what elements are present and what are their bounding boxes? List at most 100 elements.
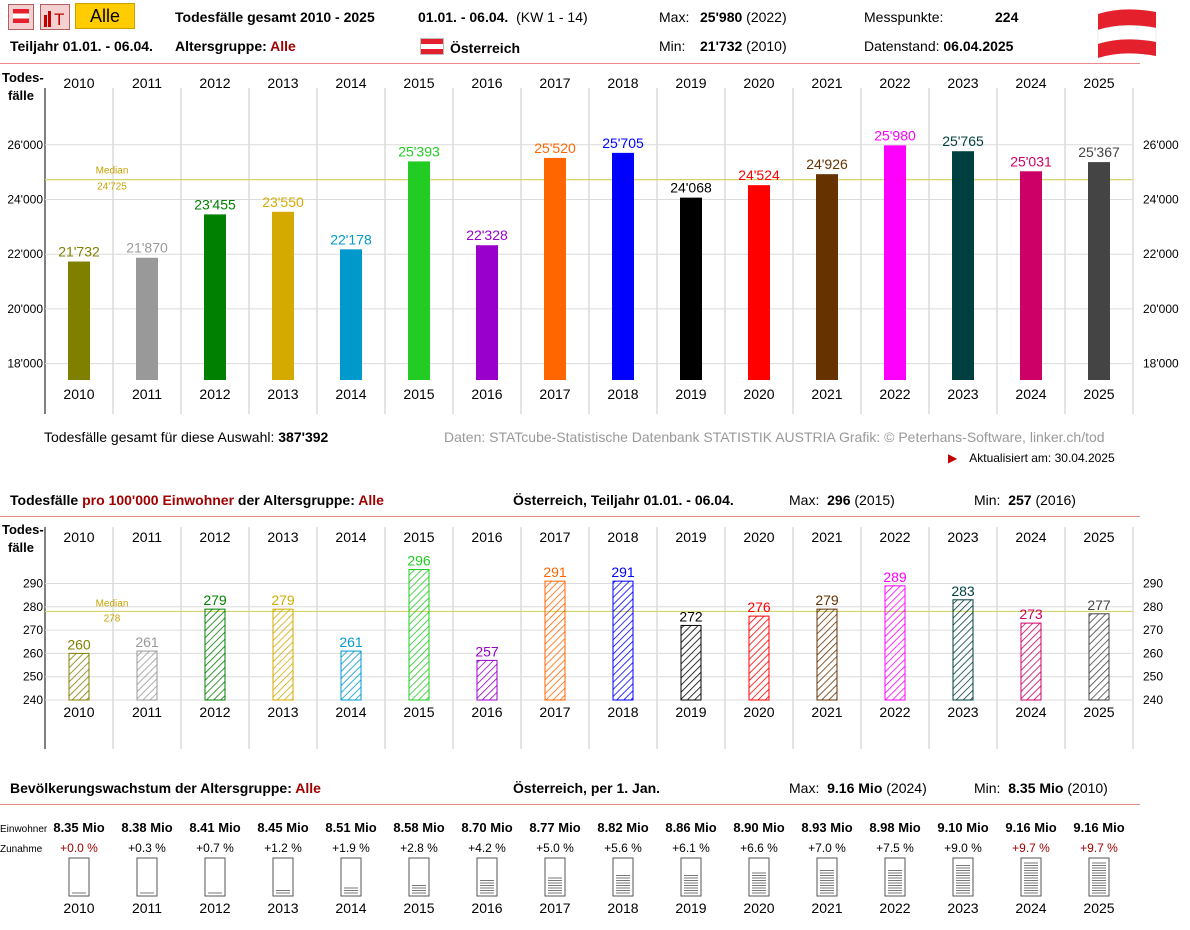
year-label: 2021	[811, 900, 842, 916]
bar-2020	[748, 185, 770, 380]
median-label: Median	[96, 166, 129, 177]
top-year-label: 2023	[947, 75, 978, 91]
growth-value: +9.7 %	[1080, 841, 1118, 855]
top-year-label: 2019	[675, 529, 706, 545]
calendar-weeks: (KW 1 - 14)	[516, 9, 588, 25]
austria-flag-button[interactable]	[8, 4, 34, 30]
growth-indicator	[136, 857, 158, 897]
bar-2025	[1088, 613, 1110, 701]
bar-value-label: 261	[135, 634, 159, 650]
growth-value: +0.0 %	[60, 841, 98, 855]
chart-deaths-per-100k: 240 240 250 250 260 260 270 270 280 280 290 290 2010…	[2, 522, 1163, 749]
top-year-label: 2016	[471, 75, 502, 91]
median-label: Median	[96, 598, 129, 609]
year-label: 2012	[199, 900, 230, 916]
y-tick-label: 250	[23, 670, 43, 684]
growth-value: +7.5 %	[876, 841, 914, 855]
bar-2017	[544, 157, 566, 380]
y-axis-title: fälle	[8, 88, 34, 103]
top-year-label: 2021	[811, 529, 842, 545]
bar-value-label: 21'732	[58, 244, 100, 260]
bar-2022	[884, 145, 906, 380]
y-tick-label: 270	[23, 623, 43, 637]
bar-value-label: 25'367	[1078, 144, 1120, 160]
chart-population-growth: Einwohner Zunahme 8.35 Mio +0.0 % 2010 8.38 M…	[0, 820, 1125, 916]
altersgruppe-label: Altersgruppe:	[175, 38, 267, 54]
bar-2019	[680, 197, 702, 380]
top-year-label: 2018	[607, 75, 638, 91]
bar-2015	[408, 569, 430, 701]
top-year-label: 2014	[335, 75, 366, 91]
datenstand-label: Datenstand:	[864, 38, 940, 54]
bar-value-label: 24'068	[670, 180, 712, 196]
bar-value-label: 261	[339, 634, 363, 650]
y-tick-label-right: 270	[1143, 623, 1163, 637]
year-label: 2025	[1083, 900, 1114, 916]
bar-value-label: 25'705	[602, 135, 644, 151]
bar-2010	[68, 261, 90, 380]
bottom-year-label: 2019	[675, 704, 706, 720]
top-year-label: 2010	[63, 529, 94, 545]
bar-value-label: 289	[883, 569, 907, 585]
chart3-title-b: Alle	[295, 780, 321, 796]
chart3-min-label: Min:	[974, 780, 1001, 796]
bottom-year-label: 2022	[879, 704, 910, 720]
min-label: Min:	[659, 38, 686, 54]
bar-value-label: 260	[67, 636, 91, 652]
y-tick-label-right: 18'000	[1143, 357, 1179, 371]
year-label: 2017	[539, 900, 570, 916]
bottom-year-label: 2018	[607, 704, 638, 720]
bar-2024	[1020, 622, 1042, 701]
date-range-value: 01.01. - 06.04.	[418, 9, 509, 25]
max-value: 25'980	[700, 9, 743, 25]
y-tick-label-right: 260	[1143, 646, 1163, 660]
bottom-year-label: 2022	[879, 386, 910, 402]
population-value: 8.82 Mio	[597, 820, 648, 835]
country: Österreich	[420, 38, 520, 56]
top-year-label: 2024	[1015, 75, 1046, 91]
age-group-button[interactable]: Alle	[75, 3, 135, 29]
bar-2011	[136, 650, 158, 701]
bar-2012	[204, 214, 226, 380]
year-label: 2014	[335, 900, 366, 916]
y-tick-label-right: 280	[1143, 600, 1163, 614]
chart2-max-label: Max:	[789, 492, 820, 508]
bar-chart-icon: T	[44, 10, 64, 29]
y-tick-label: 24'000	[7, 192, 43, 206]
y-tick-label-right: 290	[1143, 577, 1163, 591]
bottom-year-label: 2019	[675, 386, 706, 402]
bar-2014	[340, 650, 362, 701]
top-year-label: 2018	[607, 529, 638, 545]
growth-value: +2.8 %	[400, 841, 438, 855]
growth-value: +5.0 %	[536, 841, 574, 855]
altersgruppe-value: Alle	[270, 38, 296, 54]
bottom-year-label: 2018	[607, 386, 638, 402]
teiljahr: Teiljahr 01.01. - 06.04.	[10, 38, 153, 54]
bottom-year-label: 2011	[132, 704, 162, 720]
divider	[0, 804, 1140, 805]
bar-value-label: 25'520	[534, 140, 576, 156]
bar-2011	[136, 257, 158, 380]
top-year-label: 2012	[199, 75, 230, 91]
bar-2014	[340, 249, 362, 380]
growth-indicator	[340, 857, 362, 897]
top-year-label: 2025	[1083, 75, 1114, 91]
chart2-title-c: der Altersgruppe:	[237, 492, 355, 508]
bar-value-label: 277	[1087, 597, 1111, 613]
bar-value-label: 279	[815, 592, 839, 608]
growth-value: +1.9 %	[332, 841, 370, 855]
chart2-region: Österreich, Teiljahr 01.01. - 06.04.	[513, 492, 734, 508]
y-tick-label: 22'000	[7, 247, 43, 261]
population-value: 8.41 Mio	[189, 820, 240, 835]
bar-value-label: 24'926	[806, 156, 848, 172]
bar-2020	[748, 615, 770, 701]
bar-value-label: 25'393	[398, 143, 440, 159]
row-label-zunahme: Zunahme	[0, 844, 43, 855]
min-stat: 21'732 (2010)	[700, 38, 787, 54]
top-year-label: 2022	[879, 75, 910, 91]
austria-flag-icon	[420, 38, 444, 55]
chart-toggle-button[interactable]: T	[40, 4, 70, 30]
chart2-min-year: (2016)	[1035, 492, 1076, 508]
bottom-year-label: 2010	[63, 704, 94, 720]
top-year-label: 2022	[879, 529, 910, 545]
